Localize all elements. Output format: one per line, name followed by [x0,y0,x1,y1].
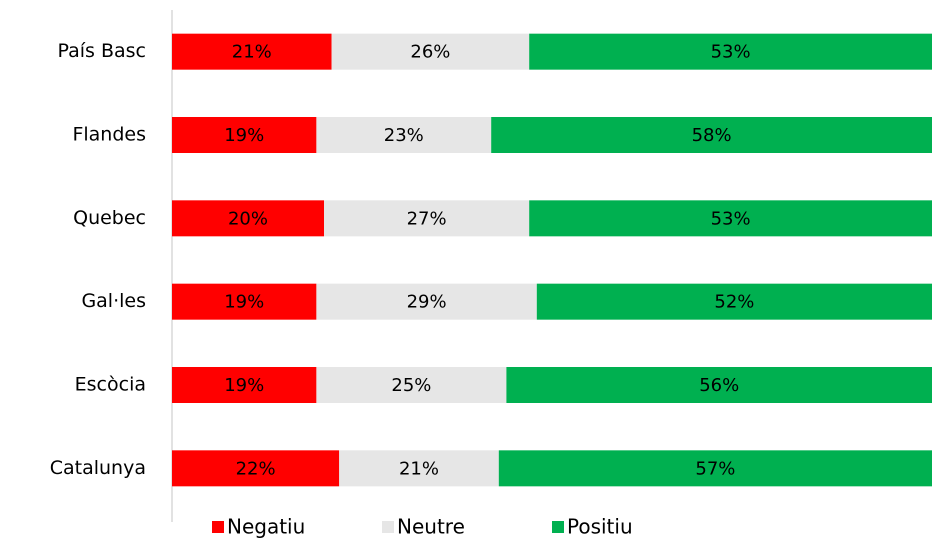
value-label: 57% [695,458,735,479]
bar-segment [172,367,317,403]
value-label: 21% [232,42,272,63]
legend-swatch [552,521,564,533]
value-label: 53% [711,208,751,229]
value-label: 20% [228,208,268,229]
category-label: Quebec [73,207,146,229]
value-label: 21% [399,458,439,479]
value-label: 27% [407,208,447,229]
bar-segment [172,33,332,70]
bar-segment [331,33,530,70]
value-label: 19% [224,292,264,313]
value-label: 29% [407,292,447,313]
bar-segment [172,450,340,487]
legend-label: Positiu [567,515,633,539]
value-label: 52% [714,292,754,313]
bar-segment [529,200,932,237]
value-label: 23% [384,125,424,146]
category-label: Gal·les [81,290,146,312]
bar-segment [506,367,932,403]
legend-swatch [212,521,224,533]
value-label: 56% [699,375,739,396]
bar-segment [529,33,932,70]
bar-segment [491,117,932,153]
bar-segment [316,367,507,403]
value-label: 19% [224,375,264,396]
bar-segment [316,283,537,320]
value-label: 26% [410,42,450,63]
bar-segment [172,117,317,153]
bar-segment [536,283,932,320]
bar-segment [316,117,492,153]
category-label: País Basc [58,40,147,62]
bar-segment [324,200,530,237]
value-label: 22% [236,458,276,479]
value-label: 25% [391,375,431,396]
value-label: 53% [711,42,751,63]
value-label: 19% [224,125,264,146]
legend-label: Neutre [397,515,465,539]
legend-swatch [382,521,394,533]
bar-segment [172,283,317,320]
category-label: Flandes [72,124,146,146]
value-label: 58% [692,125,732,146]
bar-segment [172,200,324,237]
category-label: Escòcia [75,374,146,396]
bar-segment [339,450,499,487]
bar-segment [498,450,932,487]
category-label: Catalunya [50,457,146,479]
legend-label: Negatiu [227,515,305,539]
